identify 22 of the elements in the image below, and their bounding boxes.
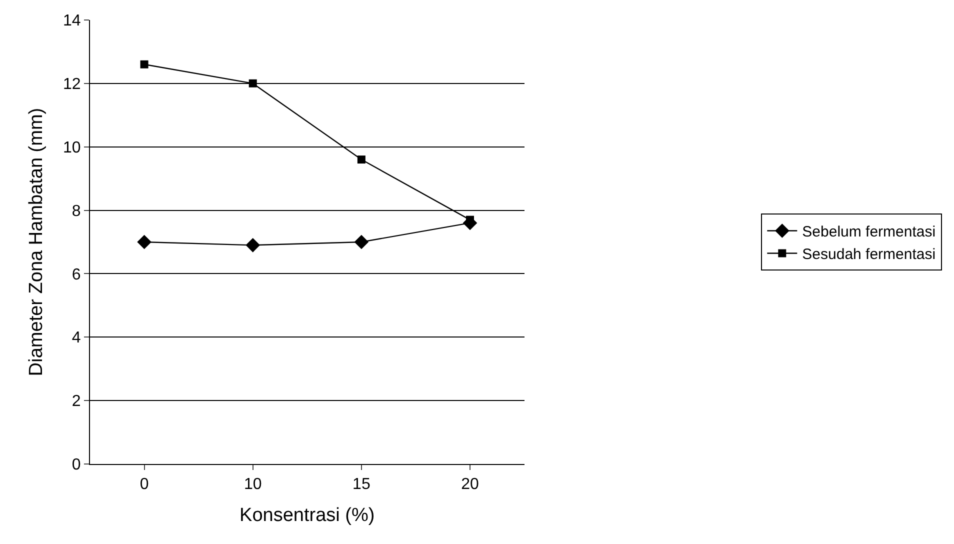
x-tick-label: 20 [461,476,479,494]
y-tick-label: 14 [63,12,81,30]
x-axis-title: Konsentrasi (%) [240,505,375,526]
point [140,60,148,68]
y-tick-label: 0 [72,456,81,474]
y-tick-label: 6 [72,266,81,284]
point [137,234,152,250]
y-tick-label: 2 [72,393,81,410]
point [248,79,257,88]
x-tick-label: 15 [352,476,370,494]
point [357,156,366,164]
y-tick-label: 10 [63,139,81,156]
point [354,234,369,250]
x-tick-label: 0 [140,476,149,494]
legend-label: Sesudah fermentasi [802,246,936,264]
point [246,238,260,252]
legend-label: Sebelum fermentasi [802,224,936,241]
y-axis-title: Diameter Zona Hambatan (mm) [26,108,47,376]
y-tick-label: 12 [63,76,81,94]
x-tick-label: 10 [244,476,262,494]
y-tick-label: 4 [72,330,81,347]
y-tick-label: 8 [72,202,81,220]
